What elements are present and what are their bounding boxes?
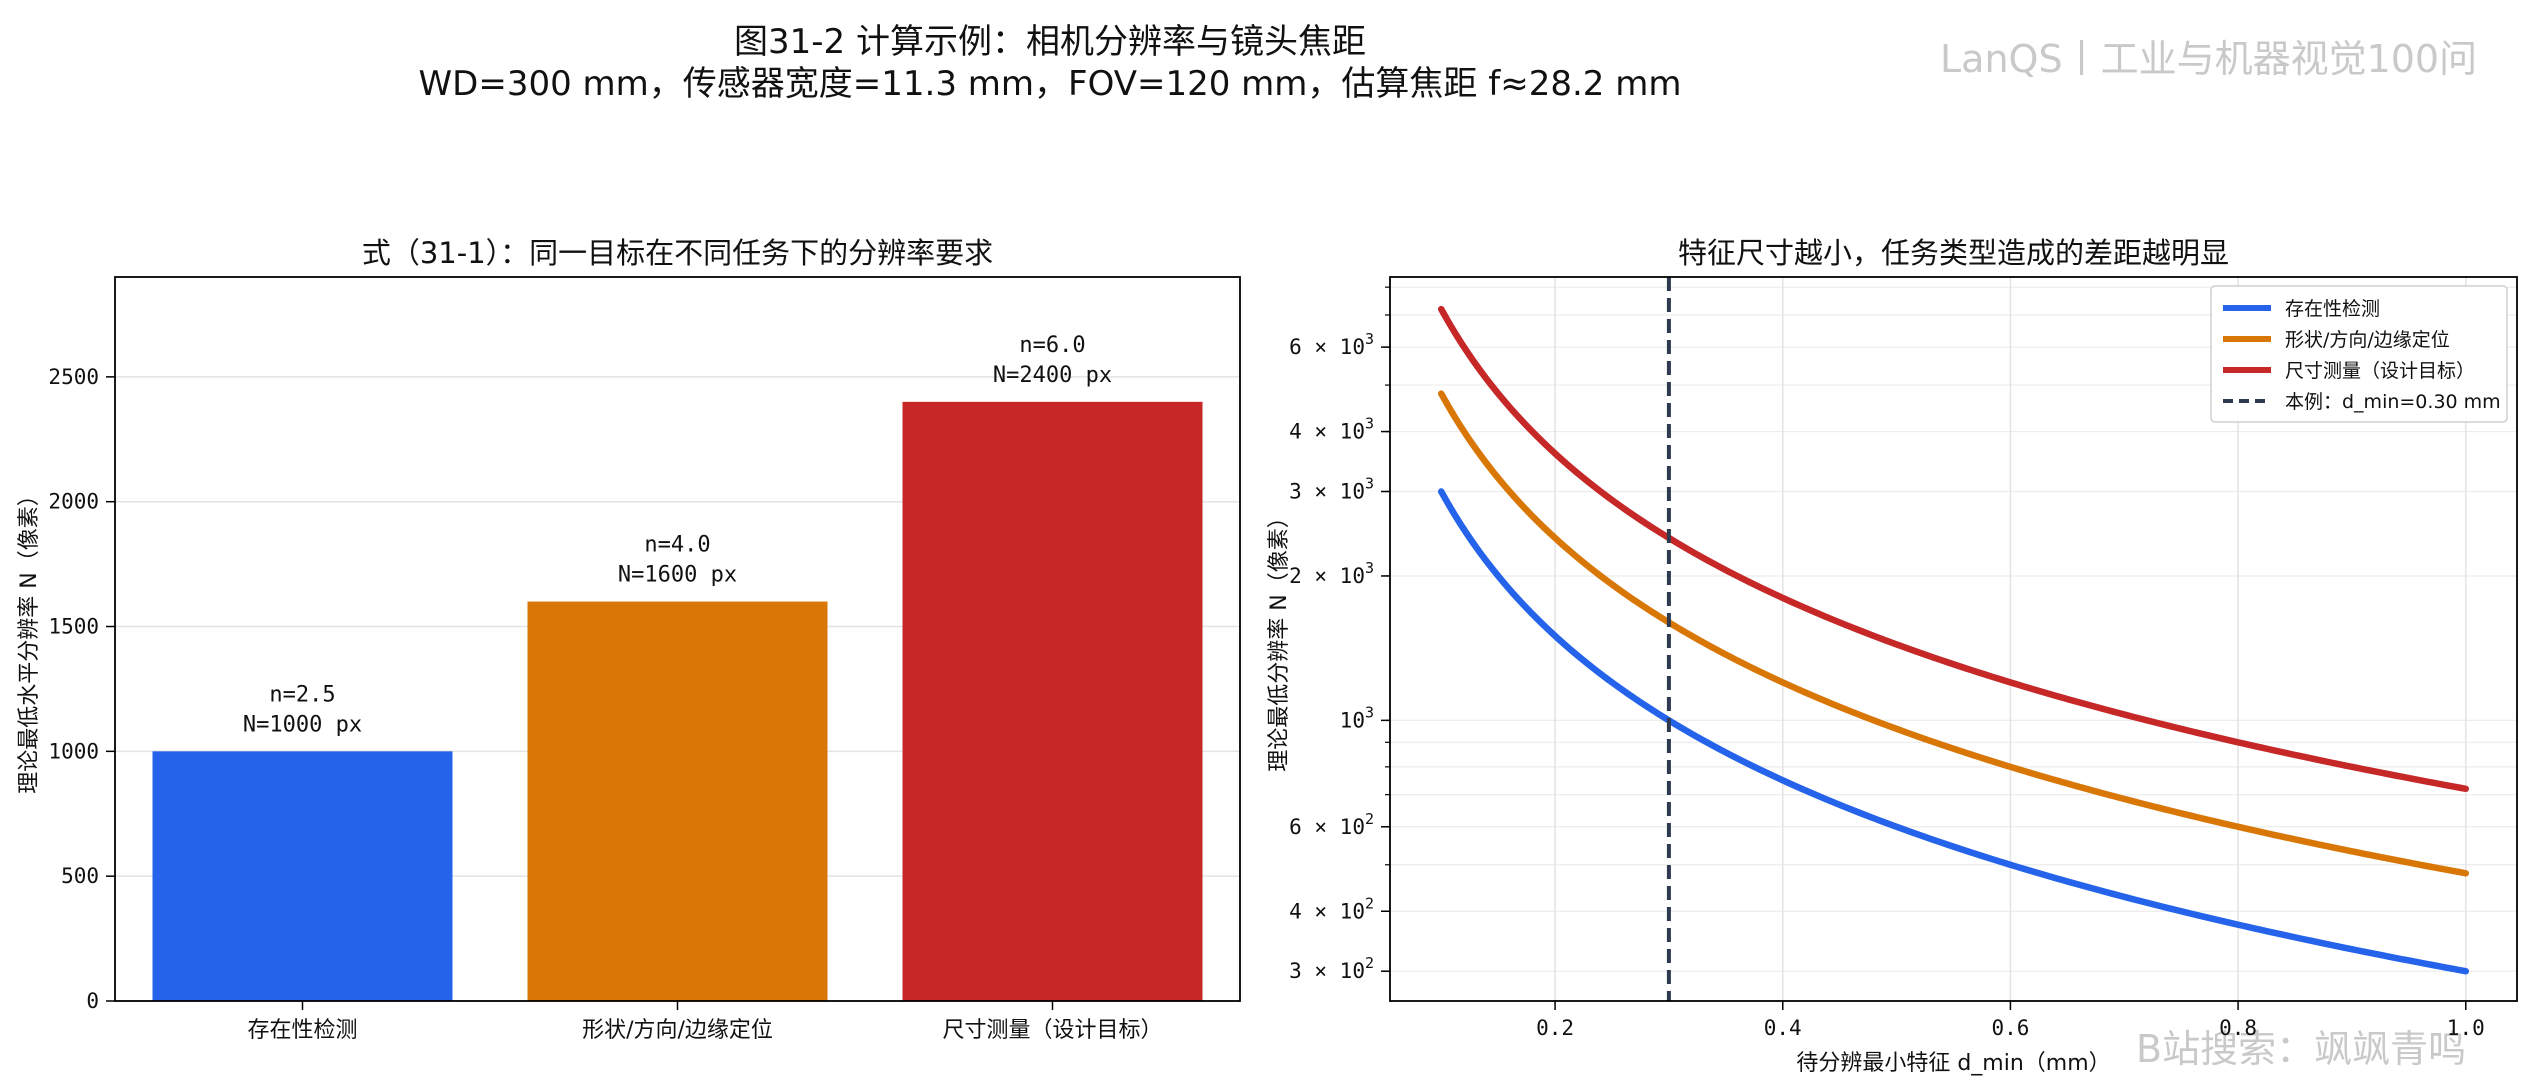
y-axis-label: 理论最低分辨率 N（像素） [1267, 506, 1292, 771]
y-tick-label: 6 × 102 [1289, 810, 1374, 839]
watermark-bottom-right: B站搜索：飒飒青鸣 [2136, 1027, 2467, 1071]
series-line-3 [1437, 305, 2470, 793]
legend-box [2210, 285, 2508, 423]
x-tick-label: 0.4 [1764, 1016, 1802, 1040]
bar-label-value: N=1000 px [243, 712, 362, 737]
y-tick-label: 103 [1340, 703, 1374, 732]
x-tick-label: 0.2 [1536, 1016, 1574, 1040]
y-tick-label: 3 × 102 [1289, 954, 1374, 983]
line-chart-title: 特征尺寸越小，任务类型造成的差距越明显 [1678, 236, 2229, 270]
y-tick-label: 4 × 102 [1289, 894, 1374, 923]
y-tick-label: 1500 [48, 615, 99, 639]
plot-frame [114, 276, 1241, 1002]
series-line-2 [1437, 390, 2470, 877]
bar-label-n: n=2.5 [269, 682, 335, 707]
x-tick-label: 形状/方向/边缘定位 [582, 1018, 773, 1043]
series-line-1 [1437, 488, 2470, 975]
bar-3 [902, 401, 1203, 1001]
legend-label: 本例：d_min=0.30 mm [2285, 391, 2501, 413]
y-tick-label: 0 [86, 989, 99, 1013]
legend-label: 尺寸测量（设计目标） [2285, 360, 2475, 382]
y-tick-label: 500 [61, 864, 99, 888]
figure-subtitle: WD=300 mm，传感器宽度=11.3 mm，FOV=120 mm，估算焦距 … [418, 64, 1682, 104]
x-axis-label: 待分辨最小特征 d_min（mm） [1796, 1051, 2110, 1076]
y-tick-label: 6 × 103 [1289, 330, 1374, 359]
watermark-top-right: LanQS丨工业与机器视觉100问 [1940, 37, 2478, 81]
y-axis-label: 理论最低水平分辨率 N（像素） [17, 484, 42, 793]
x-tick-label: 0.8 [2219, 1016, 2257, 1040]
bar-chart-title: 式（31-1）：同一目标在不同任务下的分辨率要求 [362, 236, 993, 270]
y-tick-label: 2 × 103 [1289, 559, 1374, 588]
legend-label: 存在性检测 [2285, 298, 2380, 320]
figure-title: 图31-2 计算示例：相机分辨率与镜头焦距 [734, 22, 1366, 62]
y-tick-label: 3 × 103 [1289, 474, 1374, 503]
bar-1 [152, 751, 453, 1001]
line-chart: 0.2 0.4 0.6 0.8 1.0 3 × 102 4 × 102 6 × 102 103 2… [1267, 236, 2518, 1076]
bar-label-n: n=6.0 [1019, 333, 1085, 358]
legend-label: 形状/方向/边缘定位 [2285, 329, 2450, 351]
x-tick-label: 存在性检测 [247, 1018, 357, 1043]
x-tick-label: 0.6 [1991, 1016, 2029, 1040]
y-tick-label: 4 × 103 [1289, 415, 1374, 444]
y-tick-label: 2500 [48, 365, 99, 389]
bar-label-n: n=4.0 [644, 533, 710, 558]
bar-chart: 0 500 1000 1500 2000 2500 存在性检测 n=2.5 N=1000 px 形… [17, 236, 1241, 1043]
y-tick-label: 1000 [48, 739, 99, 763]
y-tick-label: 2000 [48, 490, 99, 514]
plot-frame [1389, 276, 2518, 1002]
x-tick-label: 尺寸测量（设计目标） [942, 1018, 1162, 1043]
bar-2 [527, 601, 828, 1001]
bar-label-value: N=1600 px [618, 563, 737, 588]
x-tick-label: 1.0 [2447, 1016, 2485, 1040]
bar-label-value: N=2400 px [993, 363, 1112, 388]
